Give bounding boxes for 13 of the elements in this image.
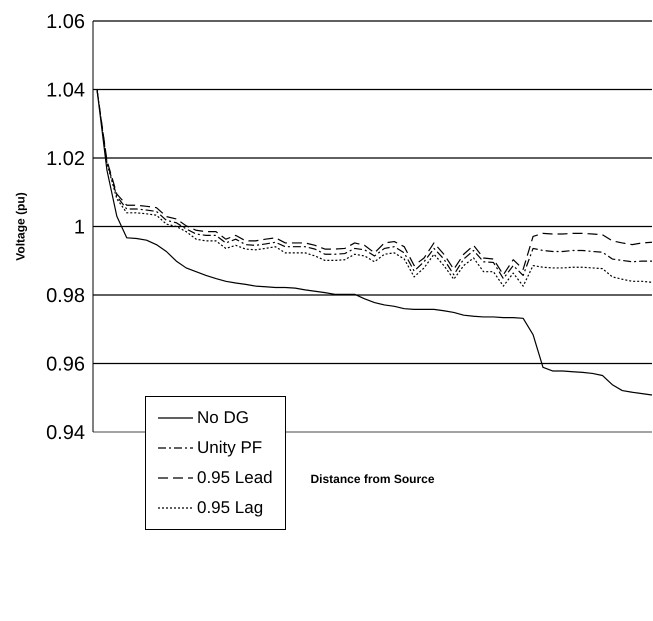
y-tick-label: 1.02 bbox=[46, 148, 85, 170]
y-tick-label: 1.04 bbox=[46, 80, 85, 102]
y-tick-label: 1.06 bbox=[46, 11, 85, 34]
y-tick-label: 1 bbox=[74, 216, 85, 239]
y-axis-title: Voltage (pu) bbox=[13, 192, 28, 261]
x-axis-title: Distance from Source bbox=[310, 472, 435, 486]
y-tick-label: 0.94 bbox=[46, 422, 85, 444]
legend-label: 0.95 Lag bbox=[197, 498, 264, 518]
y-tick-label: 0.96 bbox=[46, 354, 85, 376]
legend-label: Unity PF bbox=[197, 438, 262, 458]
legend-label: 0.95 Lead bbox=[197, 468, 273, 488]
legend-label: No DG bbox=[197, 408, 249, 428]
y-tick-label: 0.98 bbox=[46, 285, 85, 308]
